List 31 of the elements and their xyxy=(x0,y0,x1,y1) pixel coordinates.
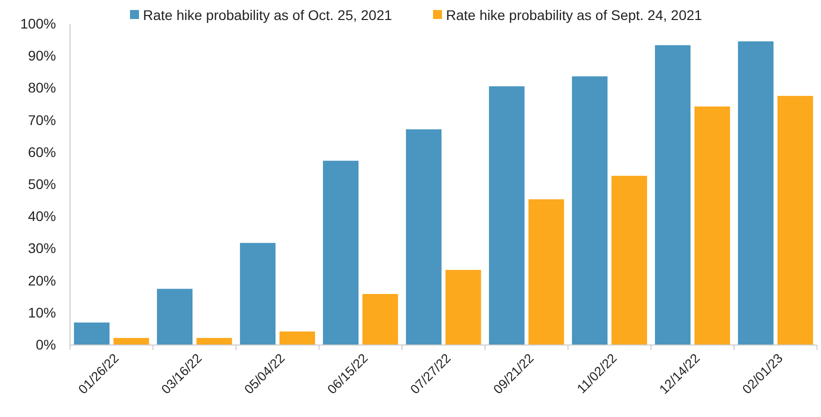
bar xyxy=(654,45,691,345)
legend-label: Rate hike probability as of Oct. 25, 2021 xyxy=(143,6,392,23)
bar xyxy=(279,332,316,345)
bar xyxy=(113,338,150,345)
bar xyxy=(572,76,608,345)
y-tick-label: 80% xyxy=(28,80,56,96)
bar xyxy=(488,86,525,345)
bar xyxy=(196,338,232,345)
y-tick-label: 70% xyxy=(28,112,56,128)
legend-label: Rate hike probability as of Sept. 24, 2021 xyxy=(446,6,702,23)
y-tick-label: 100% xyxy=(20,15,56,32)
y-tick-label: 40% xyxy=(28,208,56,224)
bar xyxy=(738,41,774,345)
bar xyxy=(694,106,730,345)
bar xyxy=(445,270,482,345)
bar xyxy=(406,129,442,345)
bar xyxy=(362,294,398,345)
bar xyxy=(777,96,814,345)
y-tick-label: 0% xyxy=(36,336,56,352)
y-tick-label: 90% xyxy=(28,48,56,64)
bar xyxy=(156,288,193,345)
bar xyxy=(611,176,648,345)
bar xyxy=(74,322,110,345)
y-tick-label: 50% xyxy=(28,176,56,192)
bar xyxy=(322,160,359,345)
y-tick-label: 30% xyxy=(28,240,56,256)
y-tick-label: 60% xyxy=(28,144,56,160)
y-tick-label: 20% xyxy=(28,272,56,288)
bar xyxy=(240,242,276,345)
y-tick-label: 10% xyxy=(28,304,56,320)
bar xyxy=(528,199,564,345)
